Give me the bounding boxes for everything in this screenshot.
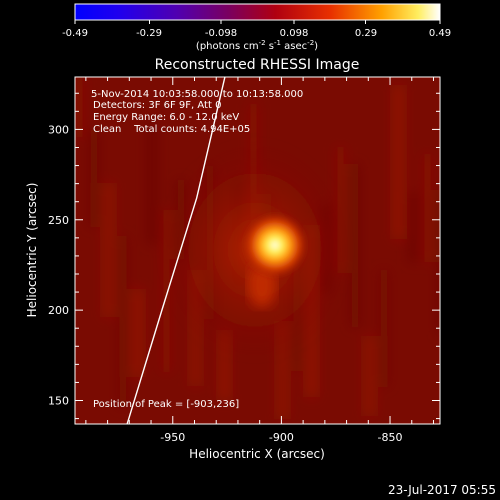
axis-ticks — [75, 77, 440, 424]
solar-limb-curve — [126, 77, 226, 424]
image-streak — [89, 130, 99, 227]
colorbar-tick-label: 0.29 — [355, 28, 377, 39]
image-streak — [104, 183, 113, 317]
peak-emission-source — [240, 211, 309, 280]
colorbar-tick-label: -0.49 — [62, 28, 88, 39]
info-energy-range: Energy Range: 6.0 - 12.0 keV — [93, 112, 239, 123]
y-tick-labels: 150 200 250 300 — [48, 123, 69, 407]
image-streak — [278, 321, 287, 419]
info-box: 5-Nov-2014 10:03:58.000 to 10:13:58.000 … — [91, 89, 303, 410]
colorbar-tick-label: -0.098 — [205, 28, 237, 39]
y-axis-label: Heliocentric Y (arcsec) — [25, 183, 39, 318]
image-streak — [118, 236, 128, 407]
image-streak — [133, 289, 142, 377]
image-streak — [394, 85, 403, 239]
info-time-range: 5-Nov-2014 10:03:58.000 to 10:13:58.000 — [91, 89, 303, 100]
colorbar-tick-labels: -0.49 -0.29 -0.098 0.098 0.29 0.49 — [62, 28, 451, 39]
colorbar-tick-label: -0.29 — [136, 28, 162, 39]
y-tick-label: 150 — [48, 395, 69, 408]
x-tick-label: -850 — [378, 431, 403, 444]
colorbar-tick-label: 0.098 — [280, 28, 309, 39]
image-streak — [147, 120, 157, 245]
image-streak — [162, 210, 171, 372]
chart-title: Reconstructed RHESSI Image — [155, 57, 360, 73]
y-tick-label: 300 — [48, 123, 69, 136]
image-streak — [423, 154, 432, 262]
colorbar-unit-label: (photons cm-2 s-1 asec-2) — [196, 39, 318, 52]
image-streak — [75, 77, 84, 137]
footer-timestamp: 23-Jul-2017 05:55 — [388, 483, 496, 497]
x-tick-labels: -950 -900 -850 — [160, 431, 402, 444]
image-streak — [365, 336, 374, 416]
image-streak — [379, 270, 389, 387]
y-tick-label: 250 — [48, 214, 69, 227]
x-axis-label: Heliocentric X (arcsec) — [189, 447, 325, 461]
image-streak — [408, 192, 418, 263]
image-streak — [437, 190, 440, 335]
image-streak — [350, 164, 360, 327]
rhessi-image — [75, 77, 440, 424]
y-tick-label: 200 — [48, 304, 69, 317]
colorbar-ticks — [74, 20, 441, 24]
info-total-counts: Clean Total counts: 4.94E+05 — [93, 124, 250, 135]
x-tick-label: -950 — [160, 431, 185, 444]
x-tick-label: -900 — [269, 431, 294, 444]
colorbar-tick-label: 0.49 — [429, 28, 451, 39]
info-detectors: Detectors: 3F 6F 9F, Att 0 — [93, 100, 221, 111]
image-streak — [220, 330, 229, 400]
plot-frame — [74, 76, 441, 425]
info-peak-position: Position of Peak = [-903,236] — [93, 399, 239, 410]
colorbar — [74, 3, 441, 21]
